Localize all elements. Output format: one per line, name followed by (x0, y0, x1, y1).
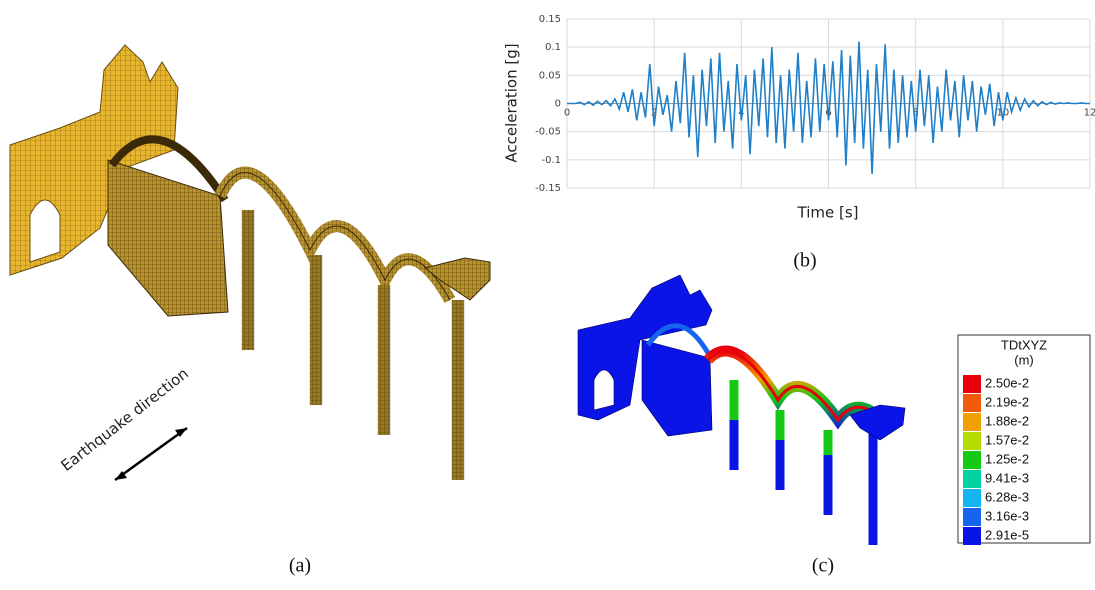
legend-swatch (963, 394, 981, 412)
legend-label: 6.28e-3 (985, 489, 1029, 504)
y-tick-label: 0.1 (545, 42, 561, 53)
legend-swatch (963, 451, 981, 469)
legend-swatch (963, 508, 981, 526)
y-tick-label: 0.15 (539, 14, 561, 25)
legend-title: TDtXYZ (1001, 337, 1047, 352)
legend: 2.50e-2 2.19e-2 1.88e-2 1.57e-2 1.25e-2 9.41e… (963, 375, 1029, 545)
y-tick-label: -0.15 (535, 183, 561, 194)
legend-swatch (963, 527, 981, 545)
y-axis-label: Acceleration [g] (503, 43, 521, 162)
legend-label: 2.50e-2 (985, 375, 1029, 390)
legend-swatch (963, 470, 981, 488)
y-tick-label: 0 (555, 99, 561, 110)
y-tick-label: -0.05 (535, 127, 561, 138)
legend-label: 2.91e-5 (985, 527, 1029, 542)
legend-unit: (m) (1014, 352, 1034, 367)
legend-label: 3.16e-3 (985, 508, 1029, 523)
contour-model (577, 274, 906, 545)
x-tick-label: 2 (651, 108, 657, 119)
panel-label: (c) (812, 555, 834, 577)
legend-label: 2.19e-2 (985, 394, 1029, 409)
legend-swatch (963, 413, 981, 431)
x-axis-label: Time [s] (797, 204, 859, 222)
legend-label: 1.88e-2 (985, 413, 1029, 428)
panel-label: (b) (793, 250, 816, 272)
legend-label: 1.25e-2 (985, 451, 1029, 466)
legend-swatch (963, 432, 981, 450)
legend-label: 1.57e-2 (985, 432, 1029, 447)
annotation: Earthquake direction (58, 364, 192, 474)
x-tick-label: 8 (912, 108, 918, 119)
legend-swatch (963, 489, 981, 507)
x-tick-label: 12 (1084, 108, 1095, 119)
y-tick-label: 0.05 (539, 70, 561, 81)
x-tick-label: 0 (564, 108, 570, 119)
x-tick-label: 10 (996, 108, 1009, 119)
legend-swatch (963, 375, 981, 393)
y-tick-label: -0.1 (541, 155, 561, 166)
data-line (567, 41, 1090, 174)
panel-label: (a) (289, 555, 311, 577)
legend-label: 9.41e-3 (985, 470, 1029, 485)
mesh-model: Earthquake direction (9, 44, 491, 482)
